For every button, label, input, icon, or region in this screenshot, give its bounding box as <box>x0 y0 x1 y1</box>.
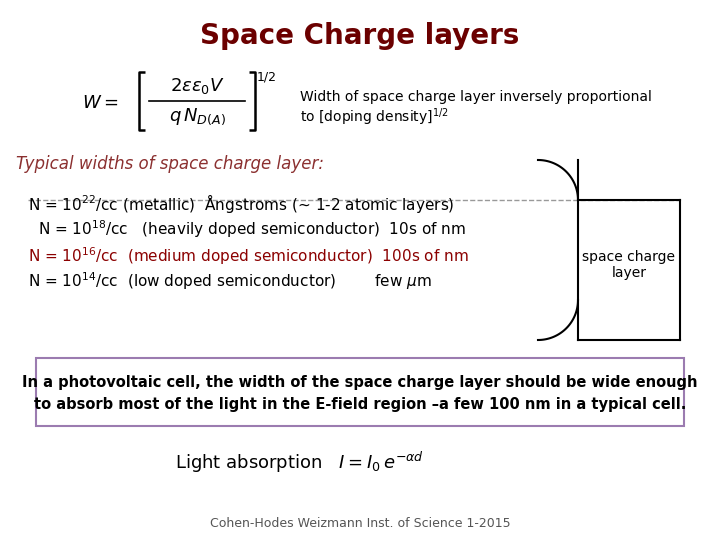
Text: Cohen-Hodes Weizmann Inst. of Science 1-2015: Cohen-Hodes Weizmann Inst. of Science 1-… <box>210 517 510 530</box>
Text: $q\,N_{D(A)}$: $q\,N_{D(A)}$ <box>168 107 225 127</box>
FancyBboxPatch shape <box>36 358 684 426</box>
Text: In a photovoltaic cell, the width of the space charge layer should be wide enoug: In a photovoltaic cell, the width of the… <box>22 375 698 390</box>
Text: $2\varepsilon\varepsilon_0 V$: $2\varepsilon\varepsilon_0 V$ <box>170 76 225 96</box>
Text: $W =$: $W =$ <box>82 94 118 112</box>
Text: Light absorption   $I = I_0\,e^{-\alpha d}$: Light absorption $I = I_0\,e^{-\alpha d}… <box>175 450 424 475</box>
Text: to [doping density]$^{1/2}$: to [doping density]$^{1/2}$ <box>300 106 449 127</box>
Text: Width of space charge layer inversely proportional: Width of space charge layer inversely pr… <box>300 90 652 104</box>
Text: 1/2: 1/2 <box>257 70 277 83</box>
Text: N = 10$^{16}$/cc  (medium doped semiconductor)  100s of nm: N = 10$^{16}$/cc (medium doped semicondu… <box>28 245 469 267</box>
Text: space charge
layer: space charge layer <box>582 250 675 280</box>
Text: Space Charge layers: Space Charge layers <box>200 22 520 50</box>
Text: N = 10$^{18}$/cc   (heavily doped semiconductor)  10s of nm: N = 10$^{18}$/cc (heavily doped semicond… <box>38 218 466 240</box>
Text: N = 10$^{22}$/cc (metallic)  Ångstroms (~ 1-2 atomic layers): N = 10$^{22}$/cc (metallic) Ångstroms (~… <box>28 192 454 215</box>
Text: Typical widths of space charge layer:: Typical widths of space charge layer: <box>16 155 324 173</box>
Text: N = 10$^{14}$/cc  (low doped semiconductor)        few $\mu$m: N = 10$^{14}$/cc (low doped semiconducto… <box>28 270 432 292</box>
Text: to absorb most of the light in the E-field region –a few 100 nm in a typical cel: to absorb most of the light in the E-fie… <box>34 397 686 412</box>
